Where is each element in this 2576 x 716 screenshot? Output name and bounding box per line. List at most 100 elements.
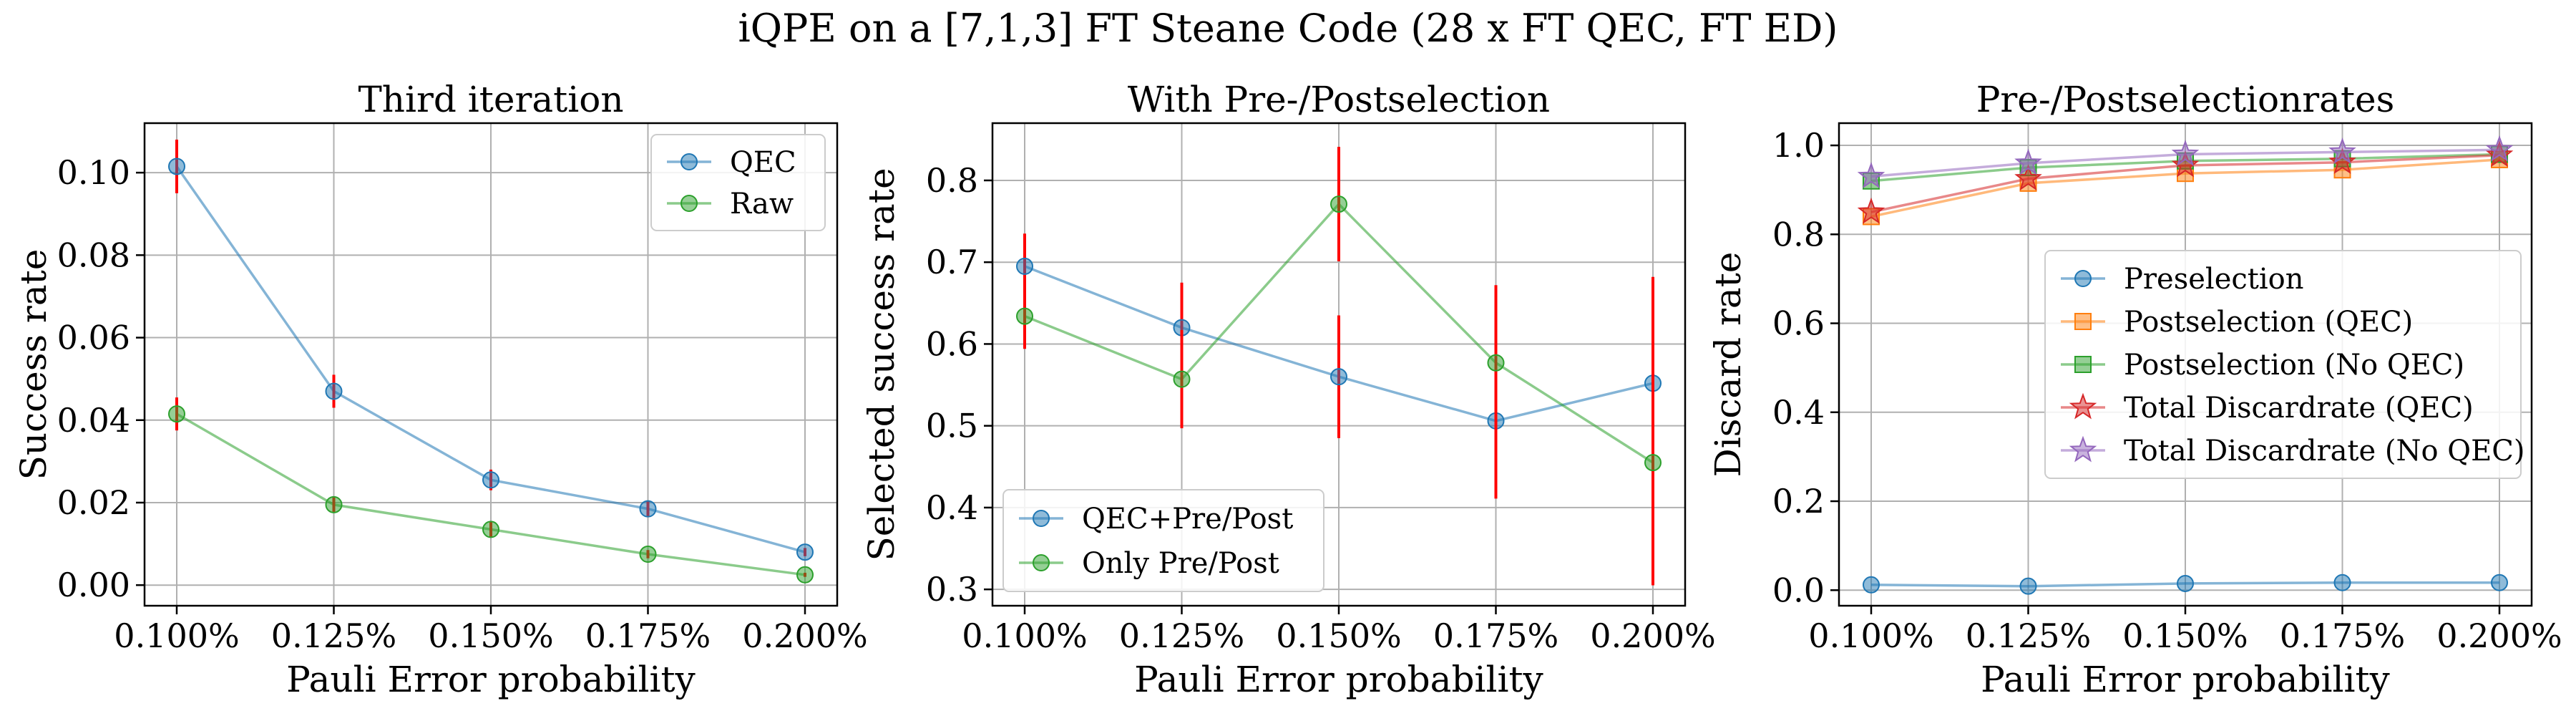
- legend-marker: [1033, 554, 1050, 571]
- y-tick-label: 0.10: [57, 153, 130, 192]
- legend-label: QEC+Pre/Post: [1082, 503, 1293, 536]
- chart-title: With Pre-/Postselection: [1128, 79, 1550, 120]
- x-tick-label: 0.200%: [1590, 616, 1715, 655]
- legend-marker: [2069, 392, 2097, 420]
- x-tick-label: 0.100%: [1808, 616, 1933, 655]
- legend-marker: [2074, 313, 2092, 330]
- x-tick-label: 0.200%: [742, 616, 867, 655]
- chart-title: Third iteration: [358, 79, 623, 120]
- data-point: [2485, 135, 2514, 162]
- figure-title: iQPE on a [7,1,3] FT Steane Code (28 x F…: [738, 6, 1838, 51]
- legend-marker: [2069, 435, 2097, 463]
- data-point: [1016, 307, 1033, 325]
- chart-panel-1: 0.100% 0.125% 0.150% 0.175% 0.200% 0.00 0.02 0.…: [13, 79, 868, 700]
- legend-box: [2044, 250, 2522, 479]
- data-point: [1016, 257, 1033, 275]
- y-tick-label: 0.6: [1772, 304, 1825, 343]
- legend-box: [1002, 489, 1324, 592]
- y-tick-label: 0.04: [57, 401, 130, 440]
- data-point: [2333, 574, 2351, 591]
- x-tick-label: 0.125%: [1119, 616, 1244, 655]
- legend-label: QEC: [730, 146, 796, 179]
- x-tick-label: 0.150%: [428, 616, 553, 655]
- y-tick-label: 0.00: [57, 566, 130, 604]
- grid-lines: [145, 123, 837, 606]
- data-point: [2014, 148, 2042, 175]
- data-point: [1857, 162, 1885, 188]
- data-point: [2177, 574, 2194, 592]
- y-tick-label: 0.0: [1772, 571, 1825, 609]
- y-tick-label: 0.3: [926, 570, 978, 609]
- y-axis-label: Selected success rate: [861, 168, 902, 561]
- legend-label: Total Discardrate (QEC): [2124, 392, 2474, 425]
- data-point: [2014, 164, 2042, 191]
- x-tick-label: 0.100%: [114, 616, 239, 655]
- y-tick-label: 0.06: [57, 319, 130, 357]
- legend-label: Raw: [730, 188, 794, 221]
- data-point: [1863, 576, 1880, 594]
- x-axis-label: Pauli Error probability: [1981, 659, 2390, 700]
- y-tick-label: 0.5: [926, 407, 978, 445]
- x-tick-label: 0.125%: [271, 616, 396, 655]
- x-tick-label: 0.175%: [585, 616, 711, 655]
- data-point: [325, 495, 343, 513]
- data-point: [168, 158, 185, 175]
- legend-label: Preselection: [2124, 263, 2303, 296]
- legend-label: Total Discardrate (No QEC): [2124, 435, 2525, 468]
- data-point: [2491, 574, 2508, 591]
- x-axis-label: Pauli Error probability: [286, 659, 696, 700]
- legend-label: Only Pre/Post: [1082, 547, 1279, 580]
- legend-marker: [1033, 510, 1050, 527]
- x-tick-label: 0.175%: [1433, 616, 1558, 655]
- data-point: [639, 545, 657, 563]
- data-point: [639, 500, 657, 518]
- series-2: [168, 397, 814, 584]
- y-tick-label: 0.7: [926, 243, 978, 281]
- y-tick-label: 0.02: [57, 483, 130, 522]
- data-point: [2328, 137, 2356, 164]
- y-tick-label: 0.2: [1772, 482, 1825, 521]
- series-1: [168, 140, 814, 561]
- data-point: [1857, 197, 1885, 224]
- data-point: [2328, 147, 2356, 175]
- data-point: [796, 566, 814, 584]
- x-tick-label: 0.100%: [962, 616, 1087, 655]
- legend: QEC Raw: [650, 134, 826, 231]
- x-tick-label: 0.150%: [1276, 616, 1401, 655]
- legend-marker: [680, 195, 698, 212]
- data-point: [168, 405, 185, 423]
- legend-marker: [2074, 356, 2092, 373]
- series-5: [1857, 135, 2514, 188]
- chart-panel-3: 0.100% 0.125% 0.150% 0.175% 0.200% 0.0 0.2 0.4 0…: [1707, 79, 2562, 700]
- x-tick-label: 0.150%: [2122, 616, 2248, 655]
- y-tick-label: 0.8: [1772, 215, 1825, 253]
- legend-label: Postselection (No QEC): [2124, 349, 2464, 382]
- y-tick-label: 0.4: [1772, 393, 1825, 432]
- chart-title: Pre-/Postselectionrates: [1976, 79, 2395, 120]
- x-axis-label: Pauli Error probability: [1134, 659, 1543, 700]
- y-tick-label: 0.08: [57, 236, 130, 274]
- data-point: [2171, 150, 2200, 178]
- legend-label: Postselection (QEC): [2124, 306, 2413, 339]
- series-2: [1016, 147, 1662, 586]
- x-tick-label: 0.125%: [1966, 616, 2091, 655]
- legend: QEC+Pre/Post Only Pre/Post: [1002, 489, 1324, 592]
- y-tick-label: 0.8: [926, 161, 978, 200]
- y-axis-label: Discard rate: [1707, 252, 1749, 478]
- series-1: [1016, 233, 1662, 499]
- data-point: [1644, 454, 1662, 472]
- legend-marker: [680, 153, 698, 170]
- data-point: [796, 543, 814, 561]
- y-tick-label: 0.6: [926, 324, 978, 363]
- y-tick-label: 0.4: [926, 488, 978, 527]
- series-1: [1863, 574, 2508, 595]
- x-tick-label: 0.175%: [2280, 616, 2405, 655]
- data-point: [2019, 577, 2037, 595]
- panels: 0.100% 0.125% 0.150% 0.175% 0.200% 0.00 0.02 0.…: [13, 79, 2562, 700]
- data-point: [2171, 140, 2200, 166]
- data-point: [1173, 370, 1191, 388]
- x-tick-label: 0.200%: [2436, 616, 2562, 655]
- legend: Preselection Postselection (QEC) Postselec…: [2044, 250, 2525, 479]
- data-point: [482, 471, 499, 489]
